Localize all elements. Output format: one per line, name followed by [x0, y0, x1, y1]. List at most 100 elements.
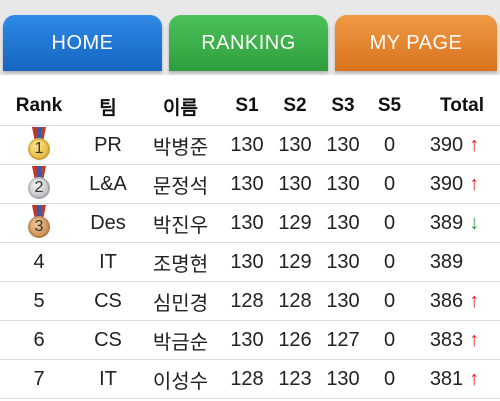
ranking-table: Rank 팀 이름 S1 S2 S3 S5 Total 1 PR 박병준 130 130…	[0, 87, 500, 399]
table-row[interactable]: 5 CS 심민경 128 128 130 0 386 ↑	[0, 281, 500, 321]
team-cell: IT	[78, 359, 138, 399]
header-s1[interactable]: S1	[223, 87, 271, 126]
rank-number: 6	[33, 328, 45, 351]
total-cell: 386 ↑	[412, 281, 500, 321]
name-cell: 조명현	[138, 242, 223, 282]
total-value: 390	[429, 172, 464, 195]
s1-cell: 130	[223, 164, 271, 204]
team-cell: IT	[78, 242, 138, 282]
name-cell: 심민경	[138, 281, 223, 321]
header-team[interactable]: 팀	[78, 87, 138, 126]
total-value: 389	[429, 250, 464, 273]
s1-cell: 130	[223, 203, 271, 243]
s3-cell: 127	[319, 320, 367, 360]
s3-cell: 130	[319, 125, 367, 165]
header-rank[interactable]: Rank	[0, 87, 78, 126]
arrow-up-icon: ↑	[469, 133, 480, 156]
name-cell: 박병준	[138, 125, 223, 165]
header-total[interactable]: Total	[412, 87, 500, 126]
name-cell: 박금순	[138, 320, 223, 360]
top-nav-bar: HOME RANKING MY PAGE	[0, 0, 500, 75]
gold-medal-icon: 1	[25, 127, 53, 163]
silver-medal-icon: 2	[25, 166, 53, 202]
tab-my-page[interactable]: MY PAGE	[335, 15, 497, 71]
total-cell: 383 ↑	[412, 320, 500, 360]
s3-cell: 130	[319, 164, 367, 204]
s5-cell: 0	[367, 125, 412, 165]
table-row[interactable]: 2 L&A 문정석 130 130 130 0 390 ↑	[0, 164, 500, 204]
medal-ribbon	[32, 205, 46, 219]
rank-cell: 3	[0, 203, 78, 243]
rank-cell: 6	[0, 320, 78, 360]
header-s2[interactable]: S2	[271, 87, 319, 126]
total-cell: 389 ↓	[412, 203, 500, 243]
rank-cell: 5	[0, 281, 78, 321]
rank-number: 4	[33, 250, 45, 273]
s2-cell: 129	[271, 242, 319, 282]
rank-cell: 4	[0, 242, 78, 282]
arrow-up-icon: ↑	[469, 172, 480, 195]
s5-cell: 0	[367, 164, 412, 204]
total-cell: 390 ↑	[412, 125, 500, 165]
rank-number: 5	[33, 289, 45, 312]
total-value: 390	[429, 133, 464, 156]
team-cell: CS	[78, 281, 138, 321]
s5-cell: 0	[367, 242, 412, 282]
table-row[interactable]: 7 IT 이성수 128 123 130 0 381 ↑	[0, 359, 500, 399]
team-cell: L&A	[78, 164, 138, 204]
total-cell: 390 ↑	[412, 164, 500, 204]
total-value: 386	[429, 289, 464, 312]
total-cell: 381 ↑	[412, 359, 500, 399]
name-cell: 이성수	[138, 359, 223, 399]
s3-cell: 130	[319, 359, 367, 399]
bronze-medal-icon: 3	[25, 205, 53, 241]
rank-cell: 7	[0, 359, 78, 399]
table-row[interactable]: 1 PR 박병준 130 130 130 0 390 ↑	[0, 125, 500, 165]
medal-ribbon	[32, 166, 46, 180]
rank-number: 7	[33, 367, 45, 390]
rank-cell: 1	[0, 125, 78, 165]
table-header-row: Rank 팀 이름 S1 S2 S3 S5 Total	[0, 87, 500, 126]
rank-cell: 2	[0, 164, 78, 204]
s1-cell: 128	[223, 359, 271, 399]
s2-cell: 130	[271, 125, 319, 165]
arrow-up-icon: ↑	[469, 367, 480, 390]
table-row[interactable]: 3 Des 박진우 130 129 130 0 389 ↓	[0, 203, 500, 243]
rank-number: 3	[28, 216, 50, 238]
total-value: 383	[429, 328, 464, 351]
team-cell: CS	[78, 320, 138, 360]
team-cell: PR	[78, 125, 138, 165]
team-cell: Des	[78, 203, 138, 243]
s3-cell: 130	[319, 242, 367, 282]
total-cell: 389	[412, 242, 500, 282]
s2-cell: 128	[271, 281, 319, 321]
header-s3[interactable]: S3	[319, 87, 367, 126]
header-name[interactable]: 이름	[138, 87, 223, 126]
s1-cell: 130	[223, 242, 271, 282]
s2-cell: 129	[271, 203, 319, 243]
name-cell: 문정석	[138, 164, 223, 204]
s1-cell: 128	[223, 281, 271, 321]
s2-cell: 130	[271, 164, 319, 204]
s2-cell: 126	[271, 320, 319, 360]
arrow-down-icon: ↓	[469, 211, 480, 234]
s3-cell: 130	[319, 203, 367, 243]
tab-ranking[interactable]: RANKING	[169, 15, 328, 71]
s5-cell: 0	[367, 359, 412, 399]
s1-cell: 130	[223, 125, 271, 165]
table-row[interactable]: 4 IT 조명현 130 129 130 0 389	[0, 242, 500, 282]
s1-cell: 130	[223, 320, 271, 360]
s5-cell: 0	[367, 320, 412, 360]
header-s5[interactable]: S5	[367, 87, 412, 126]
medal-ribbon	[32, 127, 46, 141]
s3-cell: 130	[319, 281, 367, 321]
name-cell: 박진우	[138, 203, 223, 243]
rank-number: 2	[28, 177, 50, 199]
total-value: 389	[429, 211, 464, 234]
arrow-up-icon: ↑	[469, 328, 480, 351]
table-row[interactable]: 6 CS 박금순 130 126 127 0 383 ↑	[0, 320, 500, 360]
s5-cell: 0	[367, 281, 412, 321]
arrow-up-icon: ↑	[469, 289, 480, 312]
s5-cell: 0	[367, 203, 412, 243]
tab-home[interactable]: HOME	[3, 15, 162, 71]
